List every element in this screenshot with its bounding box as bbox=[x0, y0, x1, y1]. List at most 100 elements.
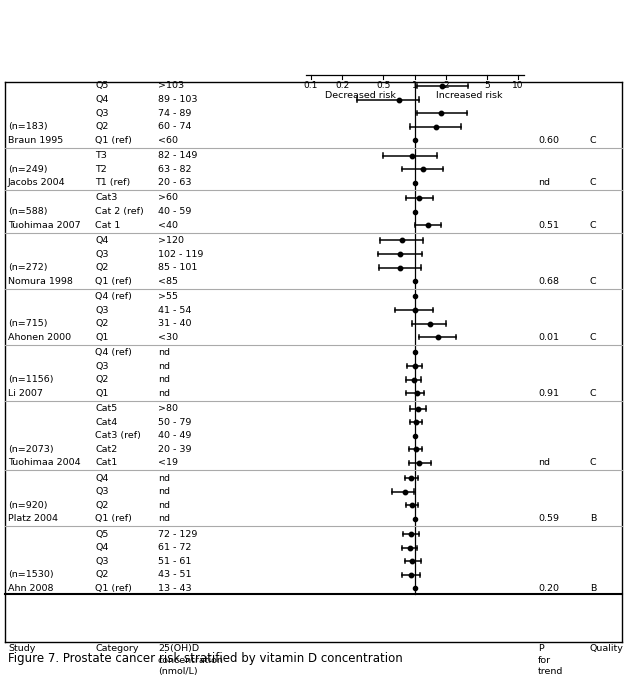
Text: Ahonen 2000: Ahonen 2000 bbox=[8, 333, 71, 342]
Text: P
for
trend: P for trend bbox=[538, 644, 563, 676]
Text: 1: 1 bbox=[412, 81, 418, 90]
Text: Cat1: Cat1 bbox=[95, 458, 117, 467]
Text: 51 - 61: 51 - 61 bbox=[158, 557, 192, 566]
Text: 43 - 51: 43 - 51 bbox=[158, 570, 192, 579]
Text: 5: 5 bbox=[484, 81, 490, 90]
Text: 0.91: 0.91 bbox=[538, 389, 559, 398]
Text: 10: 10 bbox=[512, 81, 524, 90]
Text: 102 - 119: 102 - 119 bbox=[158, 250, 203, 259]
Text: 85 - 101: 85 - 101 bbox=[158, 263, 197, 272]
Text: >120: >120 bbox=[158, 236, 184, 245]
Text: Q2: Q2 bbox=[95, 263, 108, 272]
Text: Q1 (ref): Q1 (ref) bbox=[95, 277, 132, 286]
Text: C: C bbox=[590, 277, 597, 286]
Text: C: C bbox=[590, 458, 597, 467]
Text: (n=920): (n=920) bbox=[8, 501, 47, 510]
Text: 13 - 43: 13 - 43 bbox=[158, 584, 192, 593]
Text: Q1: Q1 bbox=[95, 389, 108, 398]
Text: 0.20: 0.20 bbox=[538, 584, 559, 593]
Text: Jacobs 2004: Jacobs 2004 bbox=[8, 179, 66, 188]
Text: 31 - 40: 31 - 40 bbox=[158, 319, 192, 328]
Text: Q2: Q2 bbox=[95, 122, 108, 131]
Text: nd: nd bbox=[158, 501, 170, 510]
Text: Tuohimaa 2007: Tuohimaa 2007 bbox=[8, 221, 81, 230]
Text: 40 - 49: 40 - 49 bbox=[158, 431, 192, 440]
Text: Q4 (ref): Q4 (ref) bbox=[95, 292, 132, 301]
Text: Q3: Q3 bbox=[95, 557, 108, 566]
Text: >103: >103 bbox=[158, 82, 184, 91]
Text: T1 (ref): T1 (ref) bbox=[95, 179, 130, 188]
Text: Q5: Q5 bbox=[95, 82, 108, 91]
Text: 82 - 149: 82 - 149 bbox=[158, 151, 197, 160]
Text: (n=1530): (n=1530) bbox=[8, 570, 54, 579]
Text: Q5: Q5 bbox=[95, 529, 108, 538]
Text: <30: <30 bbox=[158, 333, 178, 342]
Text: Q2: Q2 bbox=[95, 319, 108, 328]
Text: nd: nd bbox=[538, 458, 550, 467]
Text: 60 - 74: 60 - 74 bbox=[158, 122, 192, 131]
Text: 20 - 63: 20 - 63 bbox=[158, 179, 192, 188]
Text: Figure 7. Prostate cancer risk stratified by vitamin D concentration: Figure 7. Prostate cancer risk stratifie… bbox=[8, 652, 403, 665]
Text: Platz 2004: Platz 2004 bbox=[8, 514, 58, 523]
Text: Q4: Q4 bbox=[95, 236, 108, 245]
Text: C: C bbox=[590, 136, 597, 145]
Text: nd: nd bbox=[158, 487, 170, 496]
Text: (n=588): (n=588) bbox=[8, 207, 47, 216]
Text: Q4: Q4 bbox=[95, 95, 108, 104]
Text: nd: nd bbox=[158, 473, 170, 482]
Text: Q1: Q1 bbox=[95, 333, 108, 342]
Text: Q3: Q3 bbox=[95, 250, 108, 259]
Text: >60: >60 bbox=[158, 194, 178, 203]
Text: Study: Study bbox=[8, 644, 35, 653]
Text: Cat5: Cat5 bbox=[95, 404, 117, 413]
Text: 41 - 54: 41 - 54 bbox=[158, 306, 192, 315]
Text: 61 - 72: 61 - 72 bbox=[158, 543, 192, 552]
Text: Nomura 1998: Nomura 1998 bbox=[8, 277, 73, 286]
Text: nd: nd bbox=[158, 362, 170, 371]
Text: nd: nd bbox=[158, 348, 170, 357]
Text: Q4 (ref): Q4 (ref) bbox=[95, 348, 132, 357]
Text: Q2: Q2 bbox=[95, 375, 108, 384]
Text: nd: nd bbox=[158, 375, 170, 384]
Text: (n=249): (n=249) bbox=[8, 165, 47, 174]
Text: >80: >80 bbox=[158, 404, 178, 413]
Text: 0.5: 0.5 bbox=[376, 81, 391, 90]
Text: B: B bbox=[590, 514, 597, 523]
Text: C: C bbox=[590, 221, 597, 230]
Text: Q1 (ref): Q1 (ref) bbox=[95, 514, 132, 523]
Text: Category: Category bbox=[95, 644, 139, 653]
Text: nd: nd bbox=[538, 179, 550, 188]
Text: <85: <85 bbox=[158, 277, 178, 286]
Text: Cat3: Cat3 bbox=[95, 194, 117, 203]
Text: Quality: Quality bbox=[590, 644, 624, 653]
Text: Tuohimaa 2004: Tuohimaa 2004 bbox=[8, 458, 81, 467]
Text: Q1 (ref): Q1 (ref) bbox=[95, 136, 132, 145]
Text: 25(OH)D
concentration
(nmol/L): 25(OH)D concentration (nmol/L) bbox=[158, 644, 224, 676]
Text: >55: >55 bbox=[158, 292, 178, 301]
Text: T3: T3 bbox=[95, 151, 107, 160]
Text: <40: <40 bbox=[158, 221, 178, 230]
Text: Q3: Q3 bbox=[95, 306, 108, 315]
Text: Ahn 2008: Ahn 2008 bbox=[8, 584, 54, 593]
Text: 0.51: 0.51 bbox=[538, 221, 559, 230]
Text: Cat4: Cat4 bbox=[95, 417, 117, 426]
Text: Increased risk: Increased risk bbox=[437, 91, 503, 100]
Text: Q3: Q3 bbox=[95, 109, 108, 118]
Text: Q4: Q4 bbox=[95, 543, 108, 552]
Text: 40 - 59: 40 - 59 bbox=[158, 207, 192, 216]
Text: (n=1156): (n=1156) bbox=[8, 375, 54, 384]
Text: nd: nd bbox=[158, 389, 170, 398]
Text: (n=272): (n=272) bbox=[8, 263, 47, 272]
Text: C: C bbox=[590, 389, 597, 398]
Text: 0.68: 0.68 bbox=[538, 277, 559, 286]
Text: Cat2: Cat2 bbox=[95, 445, 117, 454]
Text: 0.2: 0.2 bbox=[335, 81, 350, 90]
Text: Q4: Q4 bbox=[95, 473, 108, 482]
Text: Q2: Q2 bbox=[95, 501, 108, 510]
Text: <60: <60 bbox=[158, 136, 178, 145]
Text: 72 - 129: 72 - 129 bbox=[158, 529, 197, 538]
Text: 20 - 39: 20 - 39 bbox=[158, 445, 192, 454]
Text: 0.01: 0.01 bbox=[538, 333, 559, 342]
Text: (n=715): (n=715) bbox=[8, 319, 47, 328]
Text: 0.59: 0.59 bbox=[538, 514, 559, 523]
